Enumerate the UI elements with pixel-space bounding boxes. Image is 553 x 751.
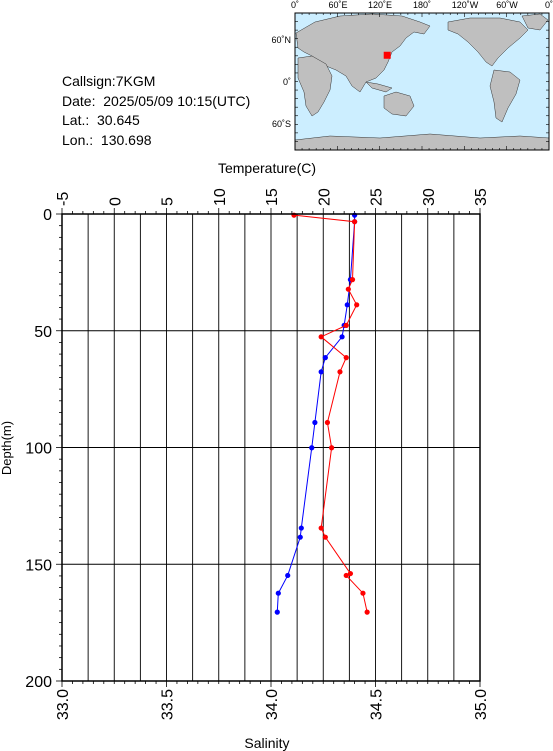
salinity-data-point [352, 219, 358, 225]
top-axis-tick-label: 0 [107, 197, 124, 206]
map-landmasses [294, 13, 550, 151]
landmass-greenland [521, 13, 549, 31]
temperature-data-point [274, 609, 280, 615]
salinity-data-point [329, 445, 335, 451]
salinity-data-point [318, 334, 324, 340]
top-axis-tick-label: -5 [55, 192, 72, 206]
landmass-australia [383, 91, 415, 117]
temperature-data-point [298, 525, 304, 531]
chart-grid [61, 213, 481, 682]
landmass-africa [297, 55, 333, 117]
plot-frame [61, 213, 481, 682]
bottom-axis-tick-label: 33.0 [55, 689, 72, 720]
top-axis-tick-label: 5 [160, 197, 177, 206]
top-axis-tick-label: 20 [316, 188, 333, 206]
map-lon-label: 0˚ [545, 0, 553, 10]
salinity-data-point [360, 590, 366, 596]
salinity-data-point [318, 525, 324, 531]
temperature-data-point [318, 369, 324, 375]
top-axis-tick-label: 30 [421, 188, 438, 206]
top-axis-tick-label: 10 [212, 188, 229, 206]
left-axis-tick-label: 0 [43, 207, 52, 224]
bottom-axis-tick-label: 33.5 [160, 689, 177, 720]
map-lat-label: 0˚ [283, 77, 291, 87]
map-lon-labels: 0˚ 60˚E 120˚E 180˚ 120˚W 60˚W 0˚ [291, 0, 553, 10]
map-lat-labels: 60˚N 0˚ 60˚S [271, 35, 291, 129]
landmass-north-america [447, 17, 529, 67]
temperature-data-point [322, 355, 328, 361]
temperature-data-point [275, 590, 281, 596]
top-axis-tick-label: 35 [473, 188, 490, 206]
left-axis-tick-label: 100 [25, 441, 52, 458]
temperature-data-point [285, 572, 291, 579]
temperature-data-point [344, 302, 350, 308]
bottom-axis-title: Salinity [244, 735, 289, 751]
salinity-data-point [347, 570, 354, 577]
salinity-data-point [345, 286, 351, 292]
left-axis-tick-label: 200 [25, 674, 52, 691]
top-axis-tick-label: 15 [264, 188, 281, 206]
salinity-data-point [349, 277, 356, 283]
bottom-axis-tick-label: 34.5 [369, 689, 386, 720]
left-axis-tick-label: 150 [25, 557, 52, 574]
landmass-south-america [489, 69, 521, 123]
map-lon-label: 60˚E [328, 0, 347, 10]
top-axis-tick-label: 25 [369, 188, 386, 206]
map-lon-label: 180˚ [413, 0, 431, 10]
salinity-data-point [324, 419, 331, 426]
station-info: Callsign:7KGM Date: 2025/05/09 10:15(UTC… [62, 72, 250, 150]
landmass-indonesia [365, 81, 393, 93]
salinity-data-point [364, 609, 370, 615]
location-map: 0˚ 60˚E 120˚E 180˚ 120˚W 60˚W 0˚ 60˚N 0˚… [271, 0, 553, 151]
temperature-data-point [309, 445, 315, 451]
temperature-data-point [297, 534, 303, 540]
salinity-data-point [354, 302, 360, 308]
map-lon-label: 60˚W [496, 0, 518, 10]
map-lat-label: 60˚S [272, 119, 291, 129]
salinity-data-point [337, 369, 343, 375]
salinity-data-point [343, 572, 349, 579]
temperature-data-point [312, 419, 318, 426]
map-frame-ticks [294, 12, 550, 151]
bottom-axis-tick-label: 35.0 [473, 689, 490, 720]
map-lon-label: 120˚E [368, 0, 392, 10]
left-axis-title: Depth(m) [0, 421, 14, 475]
salinity-data-point [343, 355, 349, 361]
salinity-data-point [343, 322, 349, 328]
date-text: Date: 2025/05/09 10:15(UTC) [62, 92, 251, 109]
latitude-text: Lat.: 30.645 [62, 112, 140, 128]
left-axis-tick-label: 50 [34, 324, 52, 341]
chart-series [274, 212, 370, 615]
map-lat-label: 60˚N [271, 35, 291, 45]
temperature-data-point [339, 334, 345, 340]
salinity-profile-line [293, 214, 368, 613]
top-axis-title: Temperature(C) [218, 160, 316, 176]
longitude-text: Lon.: 130.698 [62, 131, 152, 148]
salinity-data-point [322, 534, 328, 540]
map-lon-label: 120˚W [452, 0, 479, 10]
map-lon-label: 0˚ [291, 0, 299, 10]
temperature-profile-line [276, 215, 356, 613]
bottom-axis-tick-label: 34.0 [264, 689, 281, 720]
station-marker [383, 51, 391, 59]
callsign-text: Callsign:7KGM [62, 73, 156, 89]
